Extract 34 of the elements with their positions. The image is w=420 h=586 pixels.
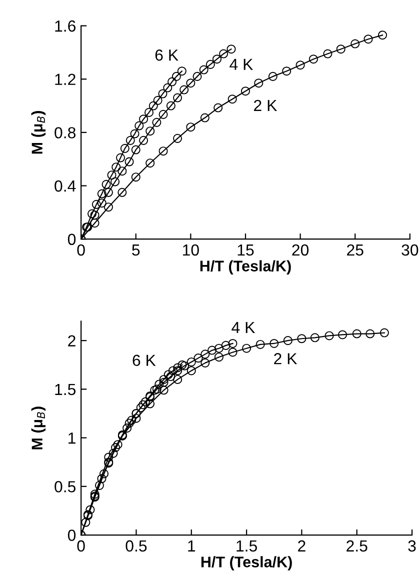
annotation: 4 K bbox=[230, 58, 254, 70]
x-tick-label: 25 bbox=[347, 244, 364, 256]
annotation: 2 K bbox=[274, 353, 298, 364]
x-tick-label: 3 bbox=[408, 540, 416, 552]
y-tick-label: 1.6 bbox=[55, 20, 76, 32]
y-tick-label: 0.8 bbox=[54, 127, 76, 138]
y-tick-label: 0.5 bbox=[54, 481, 76, 492]
x-tick-label: 0.5 bbox=[126, 540, 147, 552]
x-tick-label: 0 bbox=[77, 540, 85, 552]
y-tick-label: 1.2 bbox=[55, 74, 76, 85]
x-axis-title: H/T (Tesla/K) bbox=[201, 556, 292, 570]
y-tick-label: 0 bbox=[68, 234, 76, 246]
y-axis-title: M (μ$_{B}$) bbox=[31, 111, 46, 154]
x-tick-label: 30 bbox=[402, 244, 418, 256]
annotation: 6 K bbox=[155, 49, 178, 61]
y-axis-title: M (μ$_{B}$) bbox=[31, 406, 46, 450]
y-tick-label: 2 bbox=[68, 335, 76, 346]
x-tick-label: 5 bbox=[132, 244, 140, 256]
x-tick-label: 1.5 bbox=[236, 540, 257, 552]
y-tick-label: 0 bbox=[68, 530, 76, 541]
y-tick-label: 0.4 bbox=[54, 180, 76, 192]
y-tick-label: 1.5 bbox=[55, 384, 76, 396]
x-tick-label: 2.5 bbox=[346, 540, 368, 552]
x-tick-label: 0 bbox=[77, 244, 85, 256]
x-tick-label: 2 bbox=[298, 540, 306, 552]
x-tick-label: 20 bbox=[292, 244, 309, 256]
y-tick-label: 1 bbox=[68, 432, 76, 444]
annotation: 2 K bbox=[254, 100, 278, 111]
x-tick-label: 15 bbox=[238, 244, 254, 256]
x-axis-title: H/T (Tesla/K) bbox=[200, 260, 291, 274]
annotation: 6 K bbox=[132, 354, 156, 366]
x-tick-label: 10 bbox=[183, 244, 199, 256]
annotation: 4 K bbox=[232, 322, 256, 333]
x-tick-label: 1 bbox=[188, 540, 196, 552]
